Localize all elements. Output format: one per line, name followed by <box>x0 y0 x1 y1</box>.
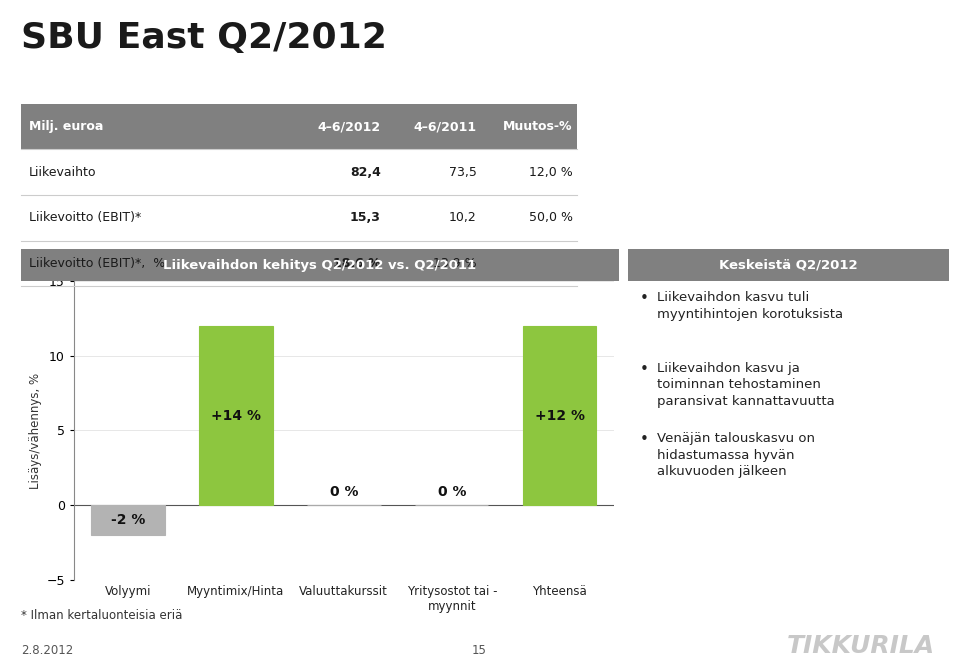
Text: Liikevaihdon kehitys Q2/2012 vs. Q2/2011: Liikevaihdon kehitys Q2/2012 vs. Q2/2011 <box>163 259 477 272</box>
Text: Liikevaihdon kasvu tuli
myyntihintojen korotuksista: Liikevaihdon kasvu tuli myyntihintojen k… <box>657 291 843 321</box>
Bar <box>523 326 596 505</box>
Text: Liikevoitto (EBIT)*: Liikevoitto (EBIT)* <box>29 211 141 224</box>
Text: Muutos-%: Muutos-% <box>503 120 573 133</box>
Bar <box>91 505 165 535</box>
Text: Keskeistä Q2/2012: Keskeistä Q2/2012 <box>719 259 858 272</box>
Text: 2.8.2012: 2.8.2012 <box>21 644 73 657</box>
Text: 15: 15 <box>472 644 487 657</box>
Text: Venäjän talouskasvu on
hidastumassa hyvän
alkuvuoden jälkeen: Venäjän talouskasvu on hidastumassa hyvä… <box>657 432 815 478</box>
Text: 82,4: 82,4 <box>350 165 381 179</box>
Y-axis label: Lisäys/vähennys, %: Lisäys/vähennys, % <box>29 373 42 488</box>
Text: Milj. euroa: Milj. euroa <box>29 120 104 133</box>
Text: 13,9 %: 13,9 % <box>433 257 477 270</box>
Text: +12 %: +12 % <box>535 409 585 423</box>
Text: 10,2: 10,2 <box>449 211 477 224</box>
Text: 12,0 %: 12,0 % <box>528 165 573 179</box>
Text: Liikevaihto: Liikevaihto <box>29 165 96 179</box>
Text: 4–6/2011: 4–6/2011 <box>413 120 477 133</box>
Text: Liikevaihdon kasvu ja
toiminnan tehostaminen
paransivat kannattavuutta: Liikevaihdon kasvu ja toiminnan tehostam… <box>657 362 834 408</box>
Text: 0 %: 0 % <box>330 485 358 499</box>
Text: Liikevoitto (EBIT)*,  %: Liikevoitto (EBIT)*, % <box>29 257 165 270</box>
Text: SBU East Q2/2012: SBU East Q2/2012 <box>21 21 387 56</box>
Text: +14 %: +14 % <box>211 409 261 423</box>
Text: •: • <box>640 362 648 377</box>
Text: 15,3: 15,3 <box>350 211 381 224</box>
Text: * Ilman kertaluonteisia eriä: * Ilman kertaluonteisia eriä <box>21 609 182 622</box>
Text: 4–6/2012: 4–6/2012 <box>317 120 381 133</box>
Text: 50,0 %: 50,0 % <box>528 211 573 224</box>
Bar <box>199 326 272 505</box>
Text: TIKKURILA: TIKKURILA <box>787 634 935 658</box>
Text: •: • <box>640 291 648 306</box>
Text: 0 %: 0 % <box>437 485 466 499</box>
Text: 18,6 %: 18,6 % <box>333 257 381 270</box>
Text: -2 %: -2 % <box>110 513 145 527</box>
Text: •: • <box>640 432 648 447</box>
Text: 73,5: 73,5 <box>449 165 477 179</box>
